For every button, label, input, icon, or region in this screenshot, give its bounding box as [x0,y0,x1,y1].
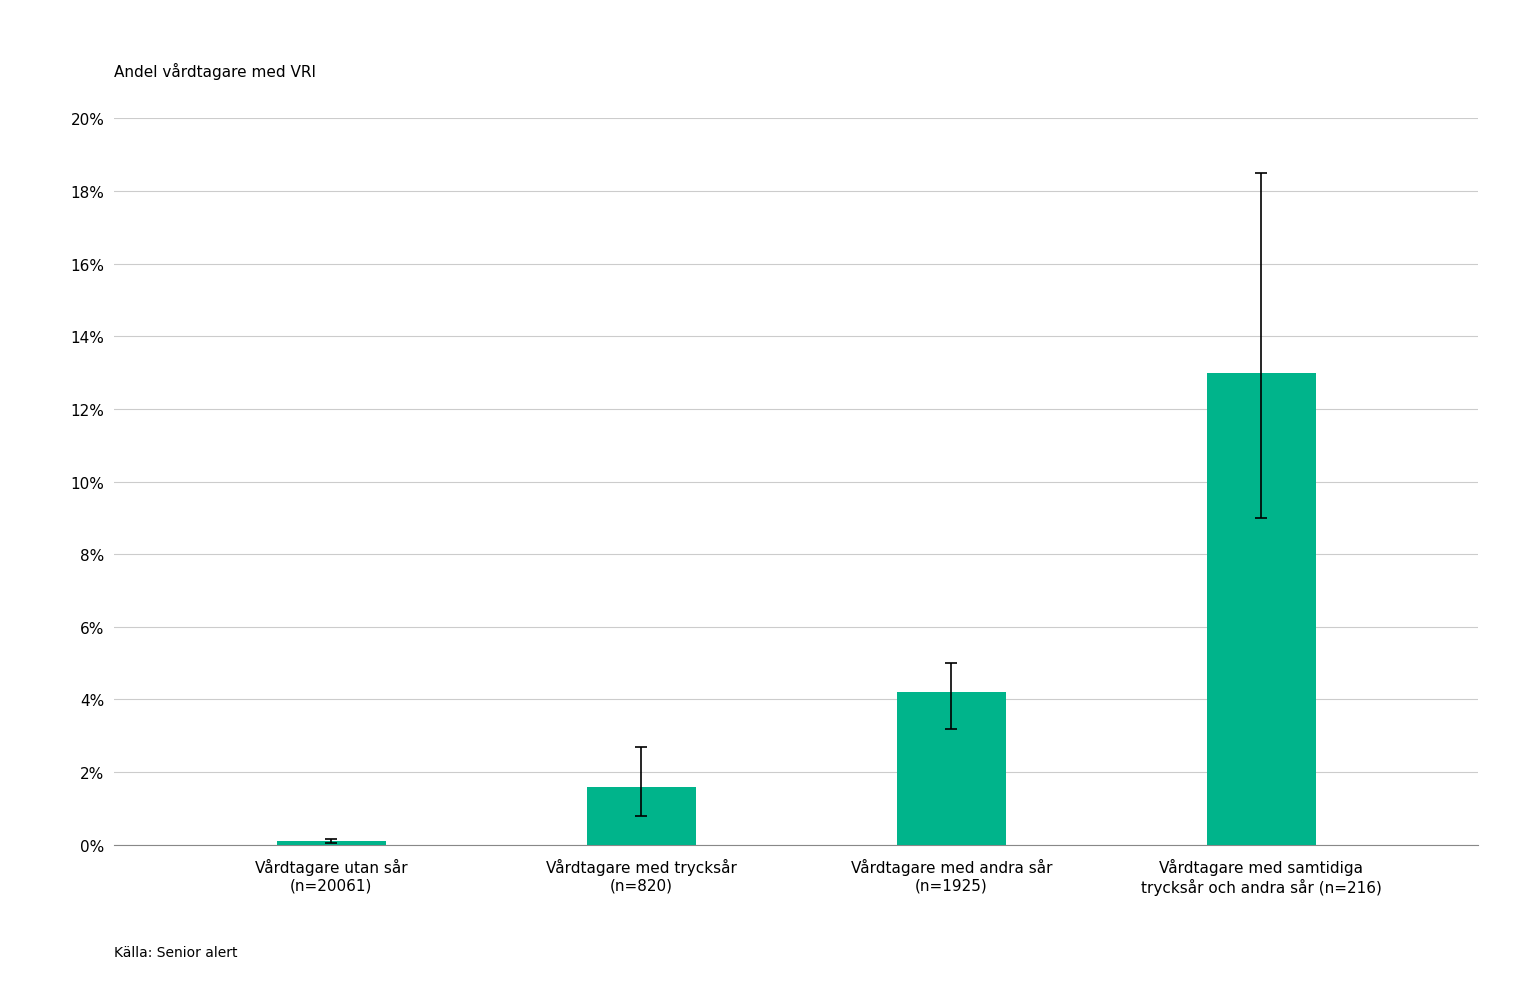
Bar [277,841,386,845]
Bar [898,693,1006,845]
Bar [1207,373,1315,845]
Bar [587,787,695,845]
Text: Källa: Senior alert: Källa: Senior alert [114,945,238,959]
Text: Andel vårdtagare med VRI: Andel vårdtagare med VRI [114,63,317,80]
